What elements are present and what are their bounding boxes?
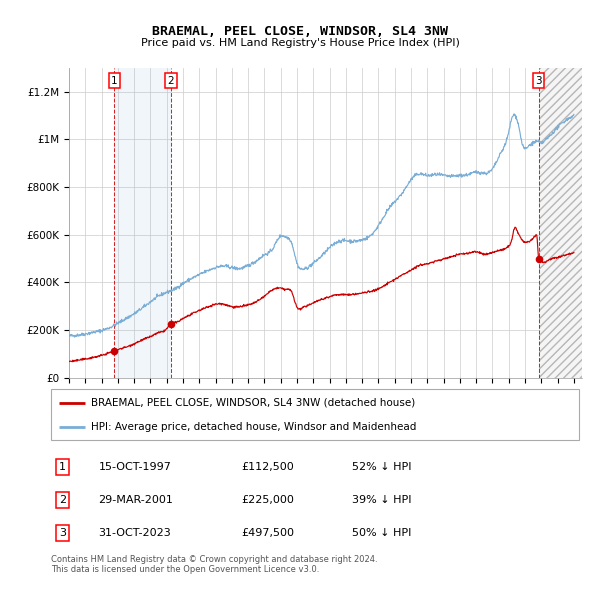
Text: 1: 1 — [111, 76, 118, 86]
Text: 29-MAR-2001: 29-MAR-2001 — [98, 495, 173, 505]
Bar — [539, 68, 582, 378]
Text: HPI: Average price, detached house, Windsor and Maidenhead: HPI: Average price, detached house, Wind… — [91, 422, 416, 432]
Text: 3: 3 — [59, 528, 66, 538]
Text: 2: 2 — [59, 495, 66, 505]
FancyBboxPatch shape — [51, 389, 579, 440]
Text: 15-OCT-1997: 15-OCT-1997 — [98, 462, 172, 472]
Text: Contains HM Land Registry data © Crown copyright and database right 2024.: Contains HM Land Registry data © Crown c… — [51, 555, 377, 564]
Text: £112,500: £112,500 — [241, 462, 294, 472]
Text: £497,500: £497,500 — [241, 528, 294, 538]
Text: 1: 1 — [59, 462, 66, 472]
Text: BRAEMAL, PEEL CLOSE, WINDSOR, SL4 3NW (detached house): BRAEMAL, PEEL CLOSE, WINDSOR, SL4 3NW (d… — [91, 398, 415, 408]
Text: 52% ↓ HPI: 52% ↓ HPI — [352, 462, 412, 472]
Text: 39% ↓ HPI: 39% ↓ HPI — [352, 495, 412, 505]
Text: Price paid vs. HM Land Registry's House Price Index (HPI): Price paid vs. HM Land Registry's House … — [140, 38, 460, 48]
Text: £225,000: £225,000 — [241, 495, 294, 505]
Bar — [115, 68, 170, 378]
Text: This data is licensed under the Open Government Licence v3.0.: This data is licensed under the Open Gov… — [51, 565, 319, 574]
Text: 50% ↓ HPI: 50% ↓ HPI — [352, 528, 412, 538]
Text: 3: 3 — [535, 76, 542, 86]
Text: 2: 2 — [167, 76, 174, 86]
Bar — [539, 68, 582, 378]
Text: BRAEMAL, PEEL CLOSE, WINDSOR, SL4 3NW: BRAEMAL, PEEL CLOSE, WINDSOR, SL4 3NW — [152, 25, 448, 38]
Text: 31-OCT-2023: 31-OCT-2023 — [98, 528, 171, 538]
